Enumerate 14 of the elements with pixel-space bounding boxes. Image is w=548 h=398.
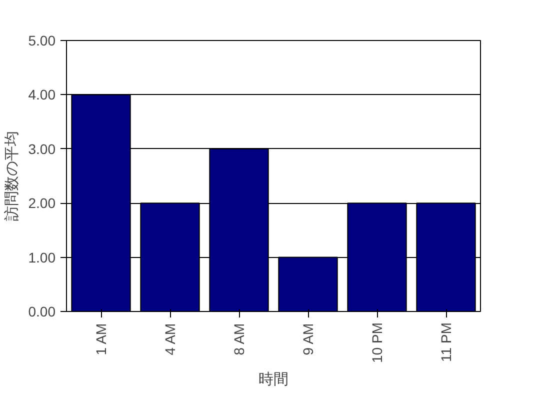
y-tick-label: 1.00 bbox=[28, 249, 56, 266]
y-tick-label: 5.00 bbox=[28, 32, 56, 48]
y-axis-title: 訪問数の平均 bbox=[3, 131, 20, 221]
x-tick-label: 1 AM bbox=[93, 323, 109, 356]
y-tick-label: 2.00 bbox=[28, 195, 56, 212]
x-tick-label: 4 AM bbox=[162, 323, 178, 356]
x-tick-label: 9 AM bbox=[300, 323, 316, 356]
x-tick-label: 10 PM bbox=[369, 322, 385, 363]
x-tick-label: 11 PM bbox=[438, 322, 454, 362]
y-tick-label: 0.00 bbox=[28, 304, 56, 320]
y-tick-label: 3.00 bbox=[28, 140, 56, 157]
x-tick-label: 8 AM bbox=[231, 323, 247, 356]
x-axis-title: 時間 bbox=[258, 370, 288, 388]
y-tick-label: 4.00 bbox=[28, 86, 56, 103]
